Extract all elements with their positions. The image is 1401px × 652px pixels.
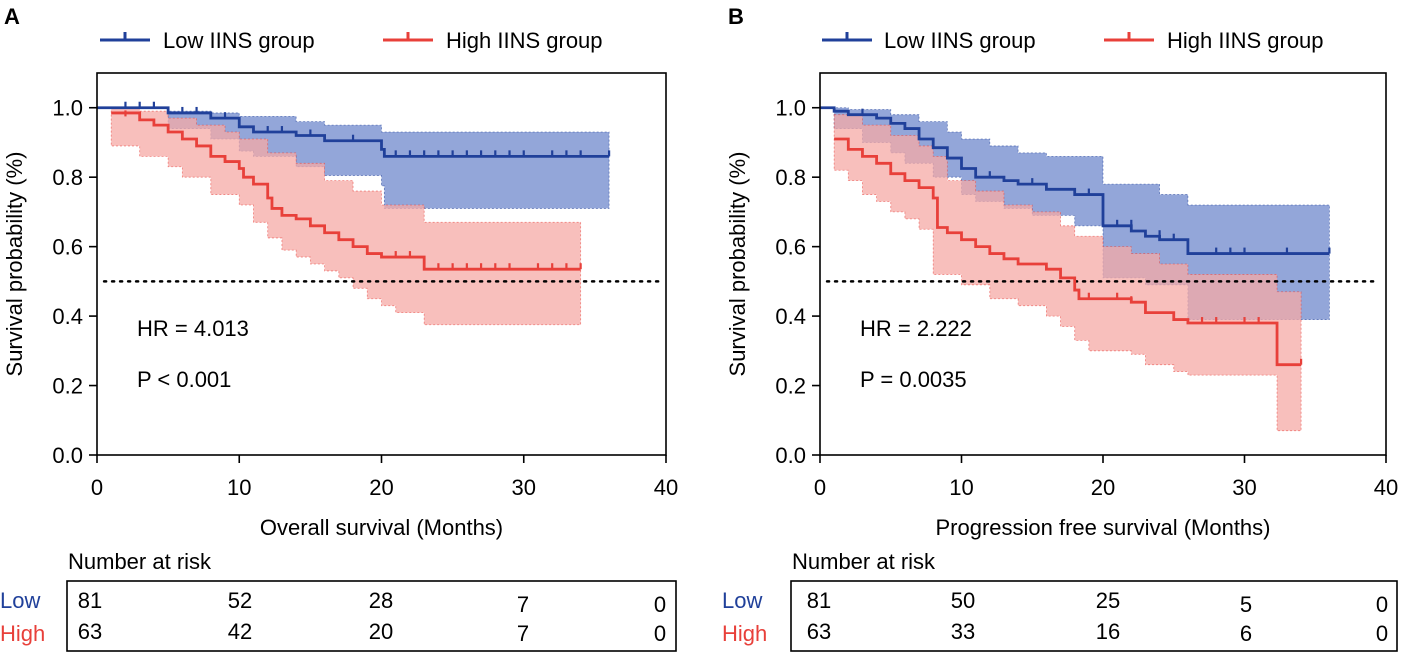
y-tick-label: 0.2 bbox=[52, 374, 83, 399]
survival-curve-low bbox=[97, 106, 610, 158]
x-tick-label: 10 bbox=[949, 475, 973, 500]
p-annotation: P = 0.0035 bbox=[860, 367, 967, 392]
risk-cell: 0 bbox=[654, 621, 666, 646]
risk-cell: 25 bbox=[1096, 588, 1120, 613]
x-tick-label: 40 bbox=[654, 475, 678, 500]
x-tick-label: 30 bbox=[1232, 475, 1256, 500]
risk-table-title: Number at risk bbox=[792, 549, 936, 574]
legend-low-label: Low IINS group bbox=[884, 28, 1036, 53]
x-tick-label: 30 bbox=[512, 475, 536, 500]
y-tick-label: 0.4 bbox=[775, 304, 806, 329]
survival-curve-high bbox=[834, 137, 1302, 367]
p-annotation: P < 0.001 bbox=[137, 367, 231, 392]
risk-row-label-high: High bbox=[722, 621, 767, 646]
panel-label: B bbox=[728, 4, 744, 29]
y-tick-label: 0.6 bbox=[775, 235, 806, 260]
y-tick-label: 0.6 bbox=[52, 235, 83, 260]
y-tick-label: 0.4 bbox=[52, 304, 83, 329]
y-tick-label: 0.2 bbox=[775, 374, 806, 399]
risk-row-label-high: High bbox=[0, 621, 45, 646]
legend: Low IINS group High IINS group bbox=[100, 28, 603, 53]
risk-cell: 7 bbox=[517, 592, 529, 617]
y-tick-label: 0.8 bbox=[52, 165, 83, 190]
y-tick-label: 0.0 bbox=[52, 443, 83, 468]
survival-curve-high bbox=[111, 111, 581, 271]
legend-high-label: High IINS group bbox=[446, 28, 603, 53]
y-tick-label: 0.0 bbox=[775, 443, 806, 468]
risk-row-label-low: Low bbox=[722, 588, 762, 613]
x-tick-label: 20 bbox=[1091, 475, 1115, 500]
risk-table-frame bbox=[790, 580, 1398, 652]
y-tick-label: 1.0 bbox=[775, 96, 806, 121]
risk-table: Number at risk Low High 81 52 28 7 0 63 … bbox=[0, 549, 677, 652]
risk-cell: 81 bbox=[78, 588, 102, 613]
y-tick-label: 1.0 bbox=[52, 96, 83, 121]
risk-cell: 0 bbox=[1376, 621, 1388, 646]
risk-cell: 63 bbox=[78, 619, 102, 644]
risk-cell: 63 bbox=[807, 619, 831, 644]
panel-b: B Low IINS group High IINS group 0 10 20 30… bbox=[722, 4, 1398, 652]
risk-cell: 6 bbox=[1240, 621, 1252, 646]
x-tick-label: 40 bbox=[1374, 475, 1398, 500]
risk-cell: 28 bbox=[369, 588, 393, 613]
risk-cell: 0 bbox=[654, 592, 666, 617]
hr-annotation: HR = 2.222 bbox=[860, 316, 972, 341]
risk-table: Number at risk Low High 81 50 25 5 0 63 … bbox=[722, 549, 1398, 652]
risk-table-title: Number at risk bbox=[68, 549, 212, 574]
risk-cell: 52 bbox=[228, 588, 252, 613]
risk-cell: 16 bbox=[1096, 619, 1120, 644]
risk-row-label-low: Low bbox=[0, 588, 40, 613]
risk-cell: 0 bbox=[1376, 592, 1388, 617]
x-axis-label: Overall survival (Months) bbox=[260, 515, 503, 540]
y-axis-label: Survival probability (%) bbox=[2, 152, 27, 377]
panel-a: A Low IINS group High IINS group 0 10 20 30… bbox=[0, 4, 678, 652]
panel-label: A bbox=[4, 4, 20, 29]
x-tick-label: 0 bbox=[91, 475, 103, 500]
survival-curve-low bbox=[820, 106, 1330, 255]
hr-annotation: HR = 4.013 bbox=[137, 316, 249, 341]
legend-low-label: Low IINS group bbox=[163, 28, 315, 53]
risk-cell: 7 bbox=[517, 621, 529, 646]
legend-high-label: High IINS group bbox=[1167, 28, 1324, 53]
risk-cell: 50 bbox=[951, 588, 975, 613]
x-tick-label: 20 bbox=[369, 475, 393, 500]
x-axis-label: Progression free survival (Months) bbox=[935, 515, 1270, 540]
risk-cell: 5 bbox=[1240, 592, 1252, 617]
risk-cell: 81 bbox=[807, 588, 831, 613]
risk-cell: 42 bbox=[228, 619, 252, 644]
ci-band-high bbox=[833, 114, 1302, 432]
risk-cell: 33 bbox=[951, 619, 975, 644]
y-axis-label: Survival probability (%) bbox=[725, 152, 750, 377]
legend: Low IINS group High IINS group bbox=[822, 28, 1324, 53]
y-tick-label: 0.8 bbox=[775, 165, 806, 190]
x-tick-label: 0 bbox=[814, 475, 826, 500]
risk-cell: 20 bbox=[369, 619, 393, 644]
x-tick-label: 10 bbox=[227, 475, 251, 500]
risk-table-frame bbox=[66, 580, 677, 652]
